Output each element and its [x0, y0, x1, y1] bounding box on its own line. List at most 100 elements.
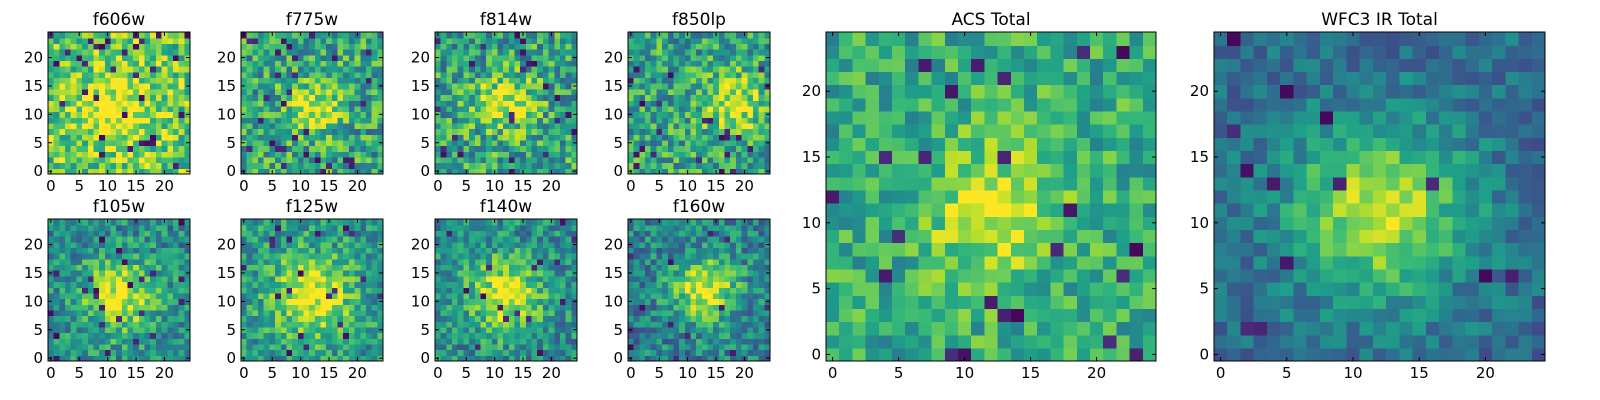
- heatmap-cell: [326, 71, 333, 79]
- heatmap-cell: [679, 49, 686, 56]
- heatmap-cell: [82, 292, 89, 300]
- heatmap-cell: [252, 66, 259, 73]
- heatmap-cell: [463, 315, 470, 322]
- heatmap-cell: [138, 247, 146, 254]
- heatmap-cell: [172, 94, 180, 101]
- heatmap-cell: [571, 253, 578, 260]
- heatmap-cell: [724, 343, 731, 351]
- heatmap-cell: [76, 100, 83, 107]
- heatmap-cell: [258, 219, 265, 226]
- heatmap-cell: [730, 281, 737, 288]
- heatmap-cell: [70, 105, 77, 113]
- heatmap-cell: [469, 111, 476, 118]
- heatmap-cell: [127, 88, 134, 96]
- heatmap-cell: [696, 281, 703, 288]
- heatmap-cell: [537, 321, 544, 328]
- heatmap-cell: [110, 71, 117, 79]
- heatmap-cell: [480, 321, 487, 328]
- heatmap-cell: [343, 139, 350, 147]
- heatmap-cell: [435, 338, 442, 345]
- heatmap-cell: [486, 304, 493, 311]
- heatmap-cell: [297, 338, 305, 345]
- heatmap-cell: [133, 338, 140, 345]
- heatmap-cell: [696, 122, 703, 130]
- heatmap-cell: [172, 122, 180, 130]
- heatmap-cell: [537, 236, 544, 243]
- heatmap-cell: [701, 145, 709, 152]
- heatmap-cell: [348, 156, 356, 164]
- heatmap-cell: [70, 60, 77, 67]
- heatmap-cell: [292, 287, 299, 294]
- heatmap-cell: [337, 355, 344, 362]
- heatmap-cell: [326, 332, 333, 339]
- heatmap-cell: [161, 117, 168, 124]
- heatmap-cell: [435, 304, 442, 311]
- heatmap-cell: [713, 49, 720, 56]
- heatmap-cell: [747, 309, 754, 317]
- heatmap-cell: [497, 32, 504, 39]
- heatmap-cell: [365, 162, 373, 169]
- heatmap-cell: [639, 326, 646, 334]
- heatmap-cell: [514, 77, 521, 84]
- heatmap-cell: [520, 332, 527, 339]
- heatmap-cell: [184, 258, 191, 266]
- heatmap-cell: [87, 230, 95, 237]
- heatmap-cell: [360, 230, 367, 237]
- heatmap-cell: [554, 247, 561, 254]
- heatmap-cell: [520, 270, 527, 277]
- heatmap-cell: [537, 77, 544, 84]
- heatmap-cell: [730, 145, 737, 152]
- heatmap-cell: [155, 236, 163, 243]
- heatmap-cell: [486, 83, 493, 90]
- heatmap-cell: [348, 128, 356, 135]
- heatmap-cell: [252, 105, 259, 113]
- heatmap-cell: [542, 281, 550, 288]
- heatmap-cell: [645, 326, 652, 334]
- heatmap-cell: [343, 355, 350, 362]
- heatmap-cell: [121, 304, 129, 311]
- heatmap-cell: [486, 49, 493, 56]
- heatmap-cell: [150, 315, 157, 322]
- heatmap-cell: [537, 326, 544, 334]
- heatmap-cell: [520, 134, 527, 141]
- heatmap-cell: [457, 49, 464, 56]
- heatmap-cell: [172, 105, 180, 113]
- heatmap-cell: [633, 77, 640, 84]
- heatmap-cell: [99, 77, 106, 84]
- heatmap-cell: [263, 281, 270, 288]
- heatmap-cell: [747, 83, 754, 90]
- heatmap-cell: [326, 338, 333, 345]
- heatmap-cell: [138, 156, 146, 164]
- heatmap-cell: [138, 304, 146, 311]
- heatmap-cell: [520, 60, 527, 67]
- heatmap-cell: [121, 219, 129, 226]
- heatmap-cell: [542, 37, 550, 44]
- heatmap-cell: [520, 71, 527, 79]
- heatmap-cell: [491, 247, 499, 254]
- heatmap-cell: [150, 145, 157, 152]
- heatmap-cell: [633, 304, 640, 311]
- heatmap-cell: [121, 298, 129, 305]
- heatmap-cell: [110, 275, 117, 283]
- heatmap-cell: [508, 66, 516, 73]
- heatmap-cell: [110, 270, 117, 277]
- heatmap-cell: [565, 236, 572, 243]
- heatmap-cell: [457, 236, 464, 243]
- heatmap-cell: [559, 77, 567, 84]
- heatmap-cell: [116, 275, 123, 283]
- heatmap-cell: [673, 122, 680, 130]
- heatmap-cell: [59, 111, 66, 118]
- heatmap-cell: [167, 304, 174, 311]
- heatmap-cell: [440, 66, 447, 73]
- heatmap-cell: [469, 43, 476, 50]
- heatmap-cell: [178, 105, 185, 113]
- heatmap-cell: [741, 60, 748, 67]
- heatmap-cell: [639, 298, 646, 305]
- heatmap-cell: [59, 287, 66, 294]
- y-tick-label: 20: [411, 236, 430, 254]
- heatmap-cell: [263, 54, 270, 61]
- heatmap-cell: [309, 332, 316, 339]
- heatmap-cell: [138, 71, 146, 79]
- heatmap-cell: [93, 111, 100, 118]
